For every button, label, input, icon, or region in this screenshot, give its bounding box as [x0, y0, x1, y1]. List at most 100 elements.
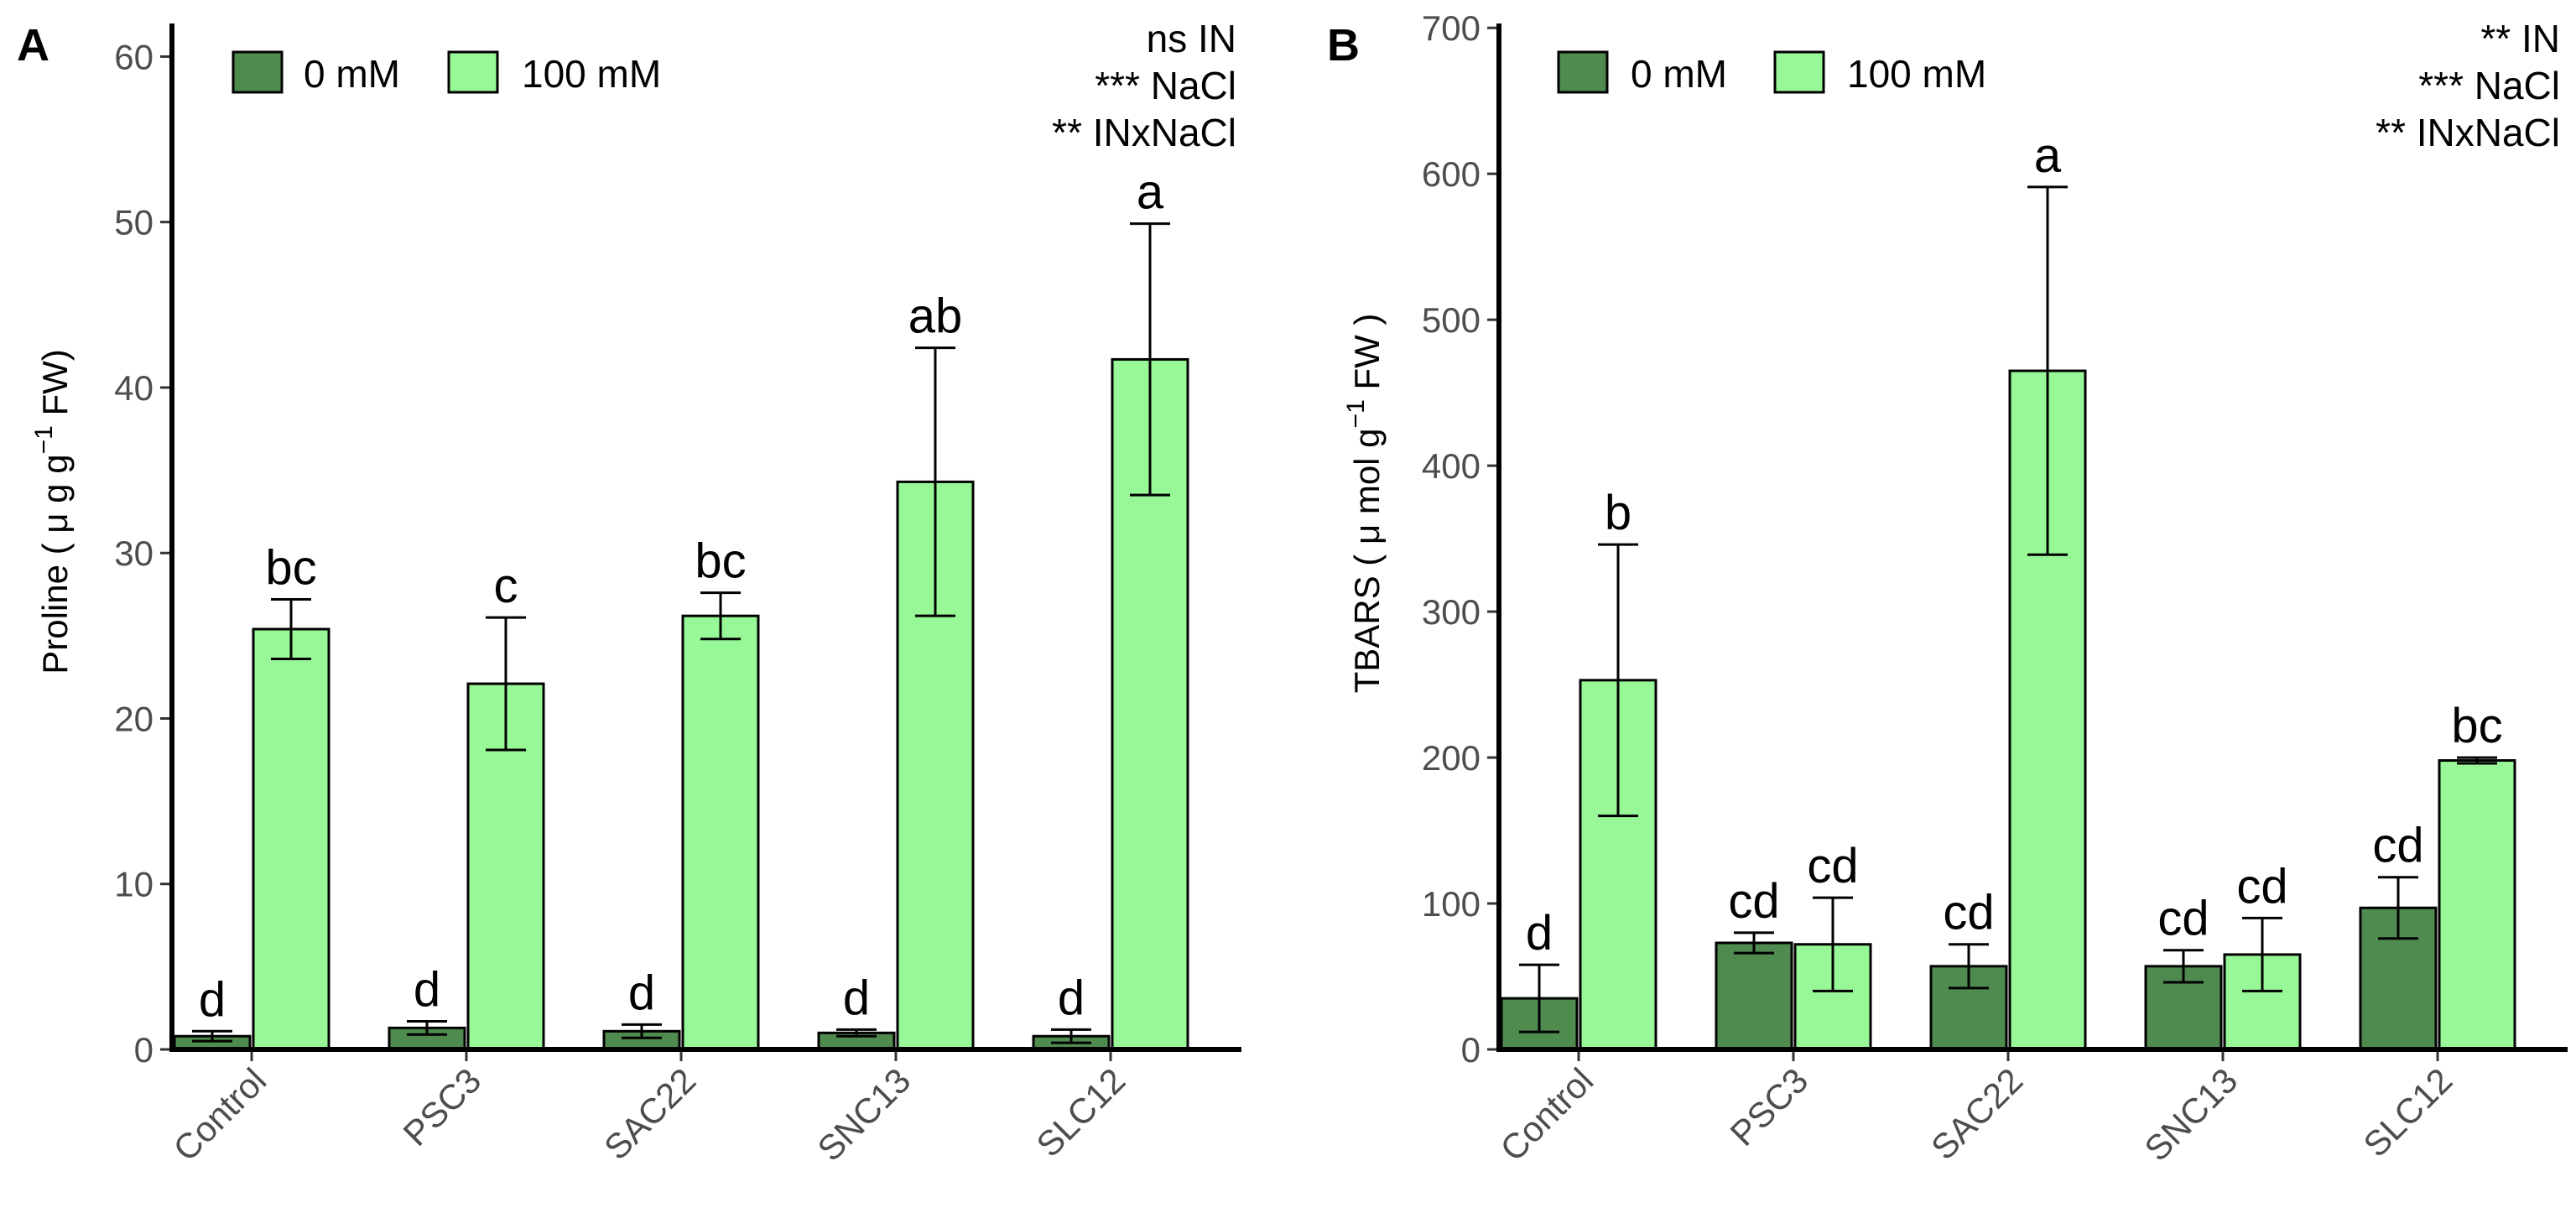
panel-a: A Proline ( μ g g−1 FW) 0 10 20 30 40 50 60 d b… [17, 17, 1241, 1169]
panel-b: B TBARS ( μ mol g−1 FW ) 0 100 200 300 400 50… [1327, 8, 2568, 1169]
y-tick-label-b-2: 200 [1422, 738, 1481, 778]
sig-letter-a-control-100mm: bc [265, 540, 316, 595]
sig-letter-b-psc3-100mm: cd [1807, 839, 1858, 893]
error-bar-b-control-0mm [1519, 963, 1559, 1033]
legend-label-100mm-a: 100 mM [522, 52, 661, 96]
sig-letter-a-sac22-0mm: d [628, 966, 655, 1020]
x-tick-label-a-snc13: SNC13 [809, 1060, 918, 1169]
stat-line-1-a: ns IN [1147, 17, 1236, 60]
error-bar-b-slc12-100mm [2457, 756, 2497, 765]
y-tick-label-a-3: 30 [114, 534, 154, 573]
y-ticks-a: 0 10 20 30 40 50 60 [114, 37, 172, 1070]
x-tick-label-b-control: Control [1492, 1060, 1600, 1169]
error-bar-a-sac22-0mm [622, 1023, 662, 1039]
sig-letter-b-slc12-100mm: bc [2451, 699, 2502, 753]
error-bar-a-slc12-0mm [1051, 1028, 1091, 1044]
y-ticks-b: 0 100 200 300 400 500 600 700 [1422, 8, 1499, 1070]
error-bar-a-control-0mm [192, 1029, 232, 1043]
y-tick-label-b-5: 500 [1422, 300, 1481, 340]
error-bar-b-psc3-100mm [1813, 896, 1853, 992]
x-tick-label-b-snc13: SNC13 [2136, 1060, 2245, 1169]
x-tick-label-a-control: Control [165, 1060, 273, 1169]
y-axis-title-a: Proline ( μ g g−1 FW) [30, 349, 75, 674]
stat-line-3-b: ** INxNaCl [2376, 111, 2560, 154]
error-bar-a-psc3-100mm [486, 616, 526, 752]
sig-letter-b-control-100mm: b [1605, 486, 1631, 540]
legend-label-0mm-a: 0 mM [304, 52, 400, 96]
error-bar-a-slc12-100mm [1130, 222, 1170, 497]
y-tick-label-b-0: 0 [1461, 1030, 1481, 1070]
stats-a: ns IN *** NaCl ** INxNaCl [1052, 17, 1236, 154]
sig-letter-b-sac22-0mm: cd [1943, 886, 1994, 940]
y-tick-label-b-4: 400 [1422, 446, 1481, 486]
error-bar-a-sac22-100mm [700, 591, 741, 641]
bars-a: d bc d c d bc d ab d a [173, 165, 1189, 1051]
bar-a-control-100mm [252, 627, 330, 1051]
legend-swatch-100mm-a [447, 50, 499, 94]
sig-letter-b-psc3-0mm: cd [1728, 874, 1779, 929]
sig-letter-a-slc12-100mm: a [1137, 165, 1164, 220]
y-tick-label-b-7: 700 [1422, 8, 1481, 48]
legend-label-0mm-b: 0 mM [1631, 52, 1727, 96]
sig-letter-b-control-0mm: d [1526, 906, 1553, 961]
stat-line-2-b: *** NaCl [2418, 64, 2560, 107]
error-bar-b-sac22-0mm [1949, 943, 1989, 990]
sig-letter-b-snc13-100mm: cd [2236, 859, 2287, 914]
bar-b-slc12-100mm [2438, 759, 2516, 1051]
legend-swatch-0mm-b [1557, 50, 1609, 94]
legend-b: 0 mM 100 mM [1557, 50, 1986, 96]
x-tick-label-a-slc12: SLC12 [1028, 1060, 1132, 1164]
sig-letter-a-snc13-0mm: d [843, 971, 870, 1025]
x-tick-label-a-sac22: SAC22 [596, 1060, 703, 1167]
sig-letter-b-sac22-100mm: a [2034, 128, 2062, 183]
error-bar-a-snc13-100mm [915, 346, 955, 617]
y-tick-label-a-1: 10 [114, 865, 154, 904]
y-tick-label-a-5: 50 [114, 203, 154, 242]
error-bar-b-snc13-100mm [2242, 916, 2282, 992]
legend-a: 0 mM 100 mM [232, 50, 661, 96]
x-tick-label-b-sac22: SAC22 [1923, 1060, 2030, 1167]
x-tick-label-a-psc3: PSC3 [396, 1060, 489, 1153]
error-bar-a-psc3-0mm [407, 1019, 447, 1036]
panel-label-a: A [17, 20, 49, 70]
sig-letter-a-slc12-0mm: d [1058, 971, 1085, 1025]
panel-label-b: B [1327, 20, 1360, 70]
y-tick-label-a-2: 20 [114, 699, 154, 738]
error-bar-b-psc3-0mm [1734, 931, 1774, 955]
legend-swatch-0mm-a [232, 50, 284, 94]
x-tick-label-b-psc3: PSC3 [1723, 1060, 1816, 1153]
sig-letter-b-snc13-0mm: cd [2157, 892, 2209, 946]
sig-letter-a-sac22-100mm: bc [695, 534, 746, 589]
sig-letter-a-psc3-100mm: c [494, 559, 518, 613]
sig-letter-b-slc12-0mm: cd [2372, 819, 2423, 873]
bar-a-sac22-100mm [681, 614, 760, 1051]
y-tick-label-a-0: 0 [134, 1030, 154, 1070]
stat-line-2-a: *** NaCl [1095, 64, 1236, 107]
error-bar-b-sac22-100mm [2027, 185, 2068, 556]
x-tick-label-b-slc12: SLC12 [2355, 1060, 2459, 1164]
legend-label-100mm-b: 100 mM [1847, 52, 1986, 96]
y-axis-title-b: TBARS ( μ mol g−1 FW ) [1342, 314, 1387, 694]
y-tick-label-b-6: 600 [1422, 154, 1481, 194]
sig-letter-a-snc13-100mm: ab [908, 289, 963, 344]
x-ticks-a: Control PSC3 SAC22 SNC13 SLC12 [165, 1049, 1132, 1169]
y-tick-label-b-1: 100 [1422, 884, 1481, 924]
y-tick-label-b-3: 300 [1422, 592, 1481, 632]
x-ticks-b: Control PSC3 SAC22 SNC13 SLC12 [1492, 1049, 2459, 1169]
error-bar-a-control-100mm [271, 597, 311, 660]
stat-line-3-a: ** INxNaCl [1052, 111, 1236, 154]
error-bar-b-control-100mm [1598, 543, 1638, 818]
error-bar-b-snc13-0mm [2163, 949, 2204, 984]
legend-swatch-100mm-b [1773, 50, 1825, 94]
y-tick-label-a-6: 60 [114, 37, 154, 76]
error-bar-a-snc13-0mm [836, 1028, 877, 1038]
y-tick-label-a-4: 40 [114, 368, 154, 408]
error-bar-b-slc12-0mm [2378, 876, 2418, 940]
stats-b: ** IN *** NaCl ** INxNaCl [2376, 17, 2560, 154]
stat-line-1-b: ** IN [2480, 17, 2560, 60]
sig-letter-a-psc3-0mm: d [414, 962, 440, 1017]
bar-b-psc3-0mm [1715, 941, 1793, 1051]
sig-letter-a-control-0mm: d [199, 972, 226, 1027]
